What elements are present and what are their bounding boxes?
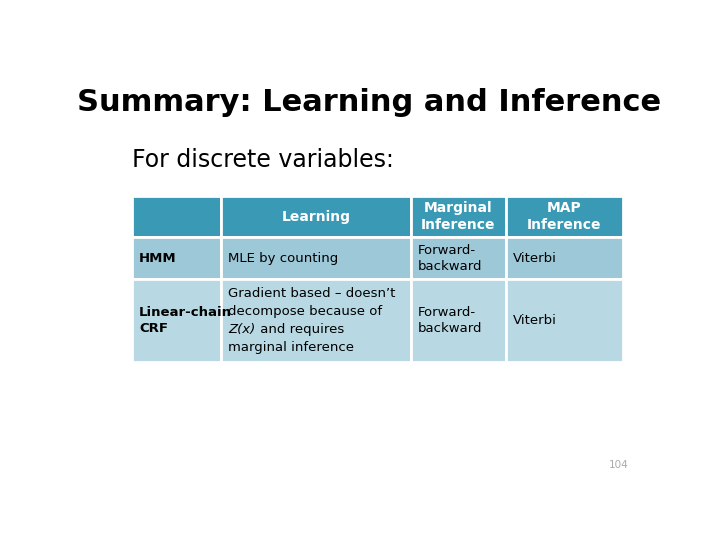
Text: Viterbi: Viterbi xyxy=(513,252,557,265)
Text: Linear-chain
CRF: Linear-chain CRF xyxy=(139,306,232,335)
Bar xyxy=(505,196,623,238)
Bar xyxy=(132,196,221,238)
Text: HMM: HMM xyxy=(139,252,176,265)
Text: Summary: Learning and Inference: Summary: Learning and Inference xyxy=(77,87,661,117)
Text: marginal inference: marginal inference xyxy=(228,341,354,354)
Text: Marginal
Inference: Marginal Inference xyxy=(421,201,495,232)
Text: Z(x): Z(x) xyxy=(228,323,256,336)
Text: 104: 104 xyxy=(608,460,629,470)
Bar xyxy=(221,279,411,362)
Text: Gradient based – doesn’t: Gradient based – doesn’t xyxy=(228,287,396,300)
Bar xyxy=(505,279,623,362)
Text: Forward-
backward: Forward- backward xyxy=(418,244,482,273)
Text: decompose because of: decompose because of xyxy=(228,305,382,318)
Text: Forward-
backward: Forward- backward xyxy=(418,306,482,335)
Text: Learning: Learning xyxy=(282,210,351,224)
Text: and requires: and requires xyxy=(256,323,344,336)
Text: MLE by counting: MLE by counting xyxy=(228,252,338,265)
Bar xyxy=(221,238,411,279)
Text: For discrete variables:: For discrete variables: xyxy=(132,148,394,172)
Text: Viterbi: Viterbi xyxy=(513,314,557,327)
Bar xyxy=(221,196,411,238)
Bar xyxy=(505,238,623,279)
Bar xyxy=(411,238,505,279)
Bar xyxy=(411,196,505,238)
Bar xyxy=(132,279,221,362)
Bar xyxy=(411,279,505,362)
Text: MAP
Inference: MAP Inference xyxy=(527,201,601,232)
Bar xyxy=(132,238,221,279)
